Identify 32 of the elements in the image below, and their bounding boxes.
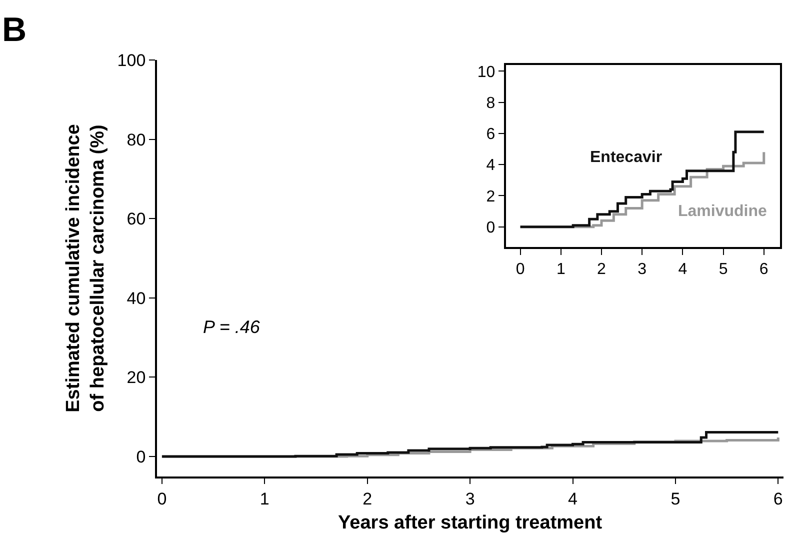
y-tick-label: 40 [126, 288, 146, 308]
y-tick-label: 0 [136, 447, 146, 466]
x-tick-label: 4 [568, 489, 578, 508]
y-tick-label: 2 [486, 188, 496, 206]
x-tick-label: 6 [759, 261, 768, 278]
y-tick-label: 4 [486, 157, 496, 174]
x-tick-label: 0 [516, 261, 525, 278]
x-tick-label: 5 [670, 489, 680, 508]
y-tick-label: 100 [117, 51, 146, 70]
x-tick-label: 2 [362, 489, 372, 508]
x-tick-label: 3 [638, 261, 647, 278]
y-tick-label: 8 [486, 94, 496, 112]
x-tick-label: 3 [465, 489, 475, 508]
x-tick-label: 4 [678, 261, 688, 278]
y-axis-title: Estimated cumulative incidence of hepatocellular carcinoma (%) [62, 124, 109, 412]
y-tick-label: 0 [486, 219, 496, 236]
x-tick-label: 0 [157, 489, 167, 508]
y-tick-label: 80 [126, 130, 146, 150]
x-tick-label: 1 [556, 261, 566, 278]
x-tick-label: 1 [260, 489, 270, 508]
x-tick-label: 5 [718, 261, 728, 278]
series-label: Entecavir [590, 149, 662, 166]
annotation: P = .46 [203, 317, 261, 337]
y-tick-label: 6 [486, 126, 496, 144]
x-tick-label: 6 [773, 489, 783, 508]
series-label: Lamivudine [678, 203, 768, 220]
x-tick-label: 2 [597, 261, 606, 278]
x-axis-title: Years after starting treatment [338, 512, 603, 534]
y-tick-label: 20 [126, 368, 146, 388]
y-tick-label: 10 [477, 64, 496, 81]
y-tick-label: 60 [126, 210, 146, 229]
chart-title: B [2, 11, 27, 49]
